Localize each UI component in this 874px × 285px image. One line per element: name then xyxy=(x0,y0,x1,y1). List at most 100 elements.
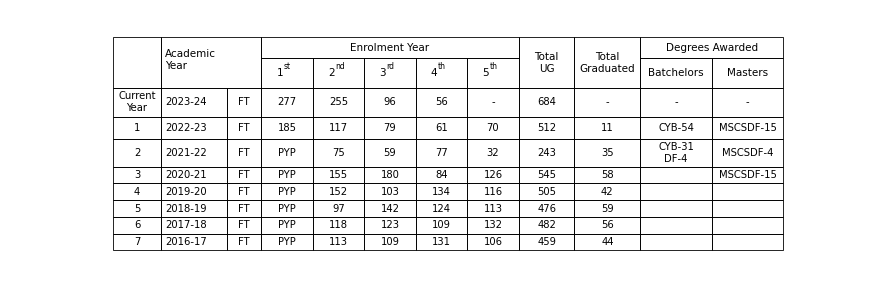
Text: -: - xyxy=(746,97,749,107)
Bar xyxy=(227,200,261,217)
Bar xyxy=(518,234,574,250)
Text: FT: FT xyxy=(239,148,250,158)
Text: CYB-54: CYB-54 xyxy=(658,123,694,133)
Bar xyxy=(364,234,416,250)
Text: FT: FT xyxy=(239,237,250,247)
Bar xyxy=(711,139,783,167)
Bar xyxy=(518,139,574,167)
Bar xyxy=(364,217,416,234)
Text: FT: FT xyxy=(239,170,250,180)
Bar xyxy=(113,167,161,184)
Bar xyxy=(518,167,574,184)
Text: PYP: PYP xyxy=(278,170,296,180)
Bar xyxy=(364,200,416,217)
Text: 3: 3 xyxy=(379,68,386,78)
Bar xyxy=(364,184,416,200)
Bar xyxy=(261,38,518,58)
Bar xyxy=(468,139,518,167)
Text: 113: 113 xyxy=(329,237,348,247)
Text: 545: 545 xyxy=(538,170,556,180)
Bar xyxy=(313,167,364,184)
Text: 4: 4 xyxy=(134,187,140,197)
Bar xyxy=(161,88,227,117)
Bar xyxy=(641,58,711,88)
Bar xyxy=(518,217,574,234)
Bar xyxy=(313,139,364,167)
Bar xyxy=(416,117,468,139)
Bar xyxy=(574,139,641,167)
Text: 56: 56 xyxy=(435,97,447,107)
Text: 32: 32 xyxy=(487,148,499,158)
Bar xyxy=(113,234,161,250)
Text: 118: 118 xyxy=(329,220,348,230)
Text: 185: 185 xyxy=(278,123,296,133)
Text: 97: 97 xyxy=(332,203,345,213)
Text: PYP: PYP xyxy=(278,220,296,230)
Bar xyxy=(711,234,783,250)
Bar xyxy=(227,88,261,117)
Bar xyxy=(113,88,161,117)
Bar xyxy=(364,139,416,167)
Bar xyxy=(641,200,711,217)
Text: 75: 75 xyxy=(332,148,345,158)
Text: 482: 482 xyxy=(538,220,556,230)
Bar xyxy=(261,117,313,139)
Bar xyxy=(518,200,574,217)
Bar xyxy=(364,117,416,139)
Bar xyxy=(711,167,783,184)
Text: 109: 109 xyxy=(432,220,451,230)
Text: 180: 180 xyxy=(380,170,399,180)
Bar xyxy=(574,184,641,200)
Bar xyxy=(574,117,641,139)
Text: Batchelors: Batchelors xyxy=(649,68,704,78)
Text: 59: 59 xyxy=(384,148,397,158)
Text: 4: 4 xyxy=(431,68,437,78)
Text: 59: 59 xyxy=(601,203,614,213)
Text: 103: 103 xyxy=(380,187,399,197)
Text: 123: 123 xyxy=(380,220,399,230)
Bar xyxy=(641,117,711,139)
Bar xyxy=(313,58,364,88)
Text: -: - xyxy=(674,97,678,107)
Bar xyxy=(261,88,313,117)
Bar xyxy=(711,184,783,200)
Text: MSCSDF-15: MSCSDF-15 xyxy=(718,170,776,180)
Bar xyxy=(641,38,783,58)
Bar xyxy=(313,117,364,139)
Bar xyxy=(711,58,783,88)
Bar xyxy=(161,139,227,167)
Text: PYP: PYP xyxy=(278,237,296,247)
Bar xyxy=(227,184,261,200)
Text: 142: 142 xyxy=(380,203,399,213)
Text: Masters: Masters xyxy=(727,68,768,78)
Bar xyxy=(574,167,641,184)
Text: PYP: PYP xyxy=(278,187,296,197)
Bar xyxy=(261,217,313,234)
Text: FT: FT xyxy=(239,97,250,107)
Text: rd: rd xyxy=(386,62,394,71)
Bar xyxy=(574,234,641,250)
Bar xyxy=(574,38,641,88)
Text: 134: 134 xyxy=(432,187,451,197)
Text: 6: 6 xyxy=(134,220,140,230)
Text: 155: 155 xyxy=(329,170,348,180)
Bar xyxy=(711,117,783,139)
Text: 58: 58 xyxy=(601,170,614,180)
Text: 11: 11 xyxy=(601,123,614,133)
Text: Total
Graduated: Total Graduated xyxy=(579,52,635,74)
Bar xyxy=(468,234,518,250)
Bar xyxy=(313,217,364,234)
Text: MSCSDF-4: MSCSDF-4 xyxy=(722,148,773,158)
Text: 116: 116 xyxy=(483,187,503,197)
Bar xyxy=(711,217,783,234)
Text: th: th xyxy=(489,62,497,71)
Bar xyxy=(468,200,518,217)
Text: -: - xyxy=(606,97,609,107)
Bar xyxy=(161,234,227,250)
Bar xyxy=(364,58,416,88)
Text: 2023-24: 2023-24 xyxy=(165,97,207,107)
Text: 243: 243 xyxy=(538,148,556,158)
Text: 2019-20: 2019-20 xyxy=(165,187,207,197)
Text: 124: 124 xyxy=(432,203,451,213)
Text: -: - xyxy=(491,97,495,107)
